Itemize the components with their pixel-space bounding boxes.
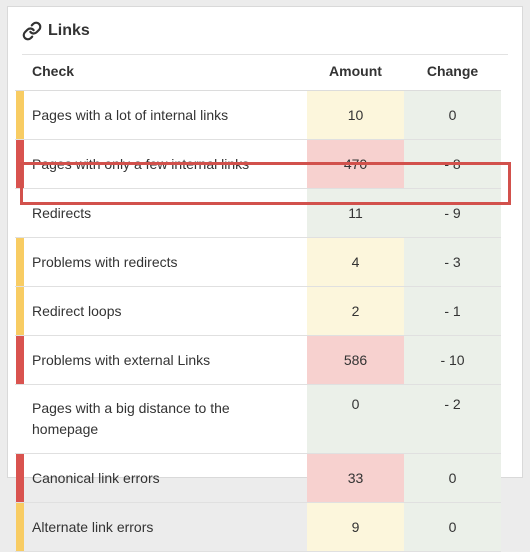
check-cell: Problems with external Links [15,335,307,385]
check-label[interactable]: Alternate link errors [32,518,154,535]
table-row[interactable]: Redirects 11- 9 [15,188,501,238]
table-row[interactable]: Redirect loops 2- 1 [15,286,501,336]
column-header-amount[interactable]: Amount [307,52,404,91]
check-label[interactable]: Pages with only a few internal links [32,155,250,172]
severity-indicator [16,336,24,384]
severity-indicator [16,140,24,188]
amount-cell[interactable]: 470 [307,139,404,189]
severity-indicator [16,238,24,286]
link-icon [22,21,42,41]
column-header-change[interactable]: Change [404,52,501,91]
change-cell: 0 [404,90,501,140]
severity-indicator [16,385,24,453]
change-cell: - 10 [404,335,501,385]
severity-indicator [16,189,24,237]
severity-indicator [16,454,24,502]
check-label[interactable]: Problems with external Links [32,351,211,368]
table-row[interactable]: Problems with external Links 586- 10 [15,335,501,385]
table-row[interactable]: Canonical link errors 33 0 [15,453,501,503]
check-label[interactable]: Redirects [32,204,92,221]
change-cell: 0 [404,453,501,503]
check-label[interactable]: Problems with redirects [32,253,178,270]
check-cell: Pages with a big distance to the homepag… [15,384,307,454]
check-cell: Redirect loops [15,286,307,336]
amount-cell[interactable]: 9 [307,502,404,552]
table-row[interactable]: Pages with only a few internal links 470-… [15,139,501,189]
panel-title: Links [48,22,90,39]
amount-cell[interactable]: 4 [307,237,404,287]
severity-indicator [16,287,24,335]
table-row[interactable]: Alternate link errors 9 0 [15,502,501,552]
check-label[interactable]: Canonical link errors [32,469,160,486]
change-cell: 0 [404,502,501,552]
amount-cell[interactable]: 0 [307,384,404,454]
amount-cell[interactable]: 586 [307,335,404,385]
amount-cell[interactable]: 2 [307,286,404,336]
check-cell: Problems with redirects [15,237,307,287]
check-cell: Pages with only a few internal links [15,139,307,189]
check-label[interactable]: Redirect loops [32,302,122,319]
amount-cell[interactable]: 11 [307,188,404,238]
table-header-row: Check Amount Change [15,52,501,91]
severity-indicator [16,503,24,551]
change-cell: - 2 [404,384,501,454]
amount-cell[interactable]: 33 [307,453,404,503]
check-label[interactable]: Pages with a lot of internal links [32,106,229,123]
change-cell: - 8 [404,139,501,189]
severity-indicator [16,91,24,139]
table-row[interactable]: Problems with redirects 4- 3 [15,237,501,287]
column-header-check[interactable]: Check [15,52,307,91]
links-table: Check Amount Change Pages with a lot of … [15,52,501,552]
table-row[interactable]: Pages with a lot of internal links 10 0 [15,90,501,140]
table-row[interactable]: Pages with a big distance to the homepag… [15,384,501,454]
amount-cell[interactable]: 10 [307,90,404,140]
check-cell: Redirects [15,188,307,238]
check-label[interactable]: Pages with a big distance to the homepag… [32,400,230,437]
check-cell: Canonical link errors [15,453,307,503]
change-cell: - 9 [404,188,501,238]
check-cell: Pages with a lot of internal links [15,90,307,140]
table-body: Pages with a lot of internal links 10 0 Pag… [15,90,501,552]
change-cell: - 1 [404,286,501,336]
change-cell: - 3 [404,237,501,287]
check-cell: Alternate link errors [15,502,307,552]
panel-header: Links [22,21,90,41]
